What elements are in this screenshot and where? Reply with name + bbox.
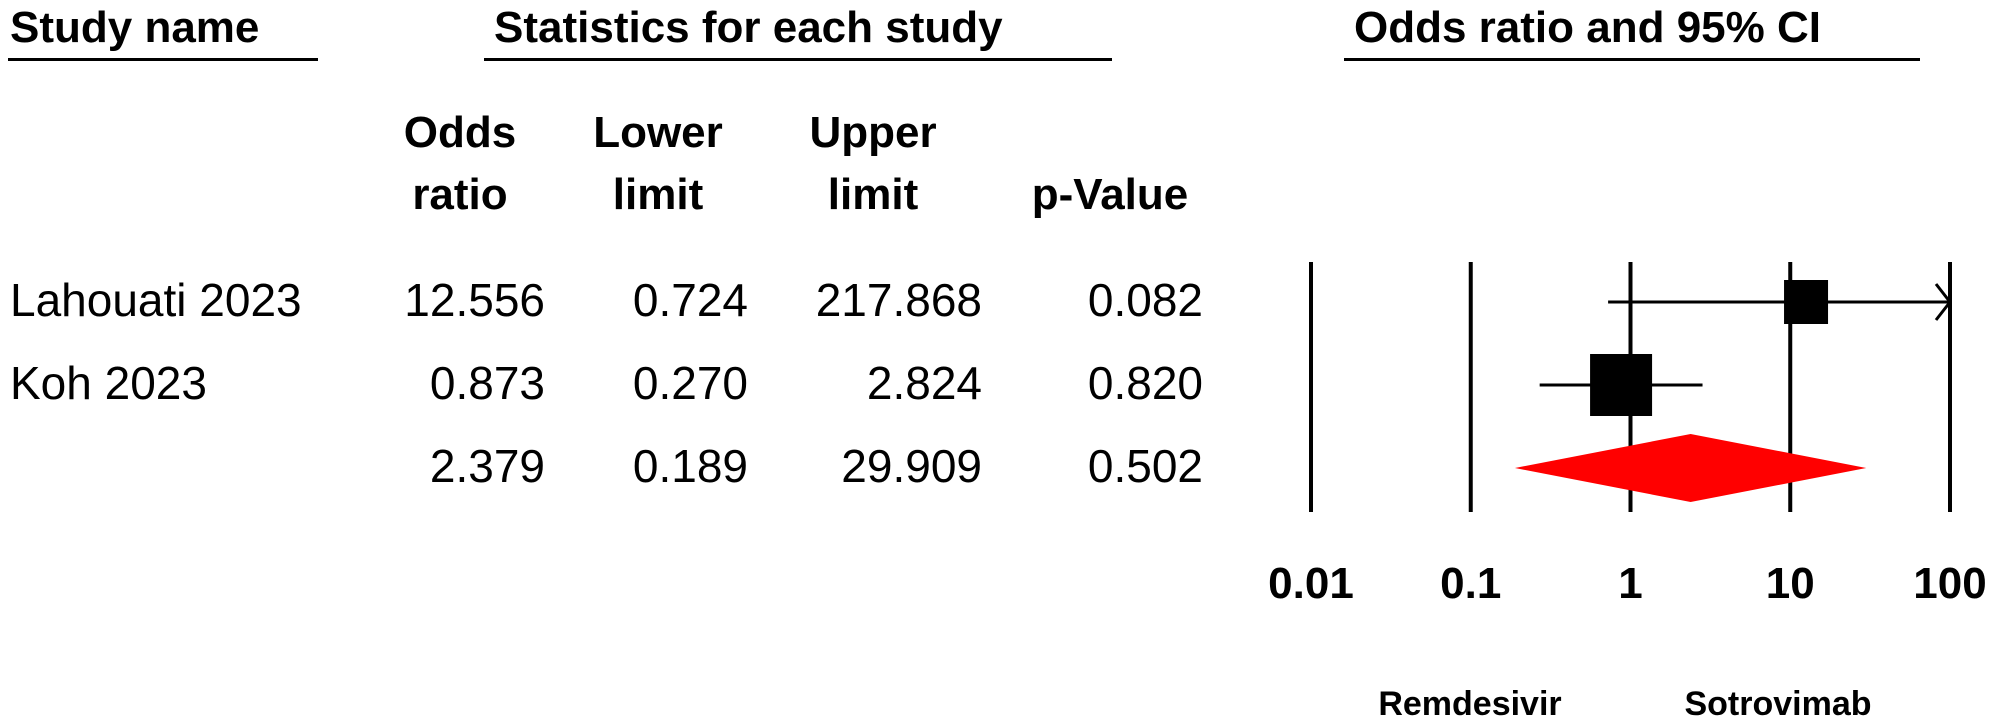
point-estimate-study-2 <box>1590 354 1653 416</box>
tick-label-0.1: 0.1 <box>1440 559 1501 608</box>
summary-odds-ratio: 2.379 <box>429 440 545 492</box>
summary-diamond <box>1514 434 1867 502</box>
study-name-underline <box>8 58 318 61</box>
tick-label-0.01: 0.01 <box>1268 559 1354 608</box>
tick-label-100: 100 <box>1913 559 1986 608</box>
point-estimate-study-1 <box>1784 280 1829 324</box>
row-1-study: Lahouati 2023 <box>10 274 302 326</box>
odds-ratio-header-line2: ratio <box>412 170 508 219</box>
statistics-header: Statistics for each study <box>494 3 1003 52</box>
row-2-upper-limit: 2.824 <box>866 357 982 409</box>
favors-right-label: Sotrovimab <box>1684 685 1871 723</box>
favors-left-label: Remdesivir <box>1378 685 1561 723</box>
odds-ratio-column-header: Odds ratio <box>385 102 535 226</box>
lower-limit-header-line1: Lower <box>593 108 723 157</box>
plot-header: Odds ratio and 95% CI <box>1354 3 1821 52</box>
row-1-lower-limit: 0.724 <box>632 274 748 326</box>
upper-limit-column-header: Upper limit <box>788 102 958 226</box>
row-2-odds-ratio: 0.873 <box>429 357 545 409</box>
row-2-p-value: 0.820 <box>1087 357 1203 409</box>
tick-label-10: 10 <box>1766 559 1815 608</box>
row-2-lower-limit: 0.270 <box>632 357 748 409</box>
row-1-odds-ratio: 12.556 <box>404 274 545 326</box>
lower-limit-header-line2: limit <box>612 170 704 219</box>
study-name-header: Study name <box>10 3 260 52</box>
statistics-underline <box>484 58 1112 61</box>
upper-limit-header-line2: limit <box>827 170 919 219</box>
p-value-header: p-Value <box>1031 170 1189 219</box>
summary-upper-limit: 29.909 <box>841 440 982 492</box>
row-1-upper-limit: 217.868 <box>815 274 982 326</box>
p-value-column-header: p-Value <box>1010 164 1210 226</box>
plot-underline <box>1344 58 1920 61</box>
summary-lower-limit: 0.189 <box>632 440 748 492</box>
row-2-study: Koh 2023 <box>10 357 207 409</box>
row-1-p-value: 0.082 <box>1087 274 1203 326</box>
upper-limit-header-line1: Upper <box>809 108 937 157</box>
lower-limit-column-header: Lower limit <box>578 102 738 226</box>
odds-ratio-header-line1: Odds <box>403 108 517 157</box>
tick-label-1: 1 <box>1618 559 1642 608</box>
summary-p-value: 0.502 <box>1087 440 1203 492</box>
ci-arrow-study-1 <box>1934 283 1952 321</box>
